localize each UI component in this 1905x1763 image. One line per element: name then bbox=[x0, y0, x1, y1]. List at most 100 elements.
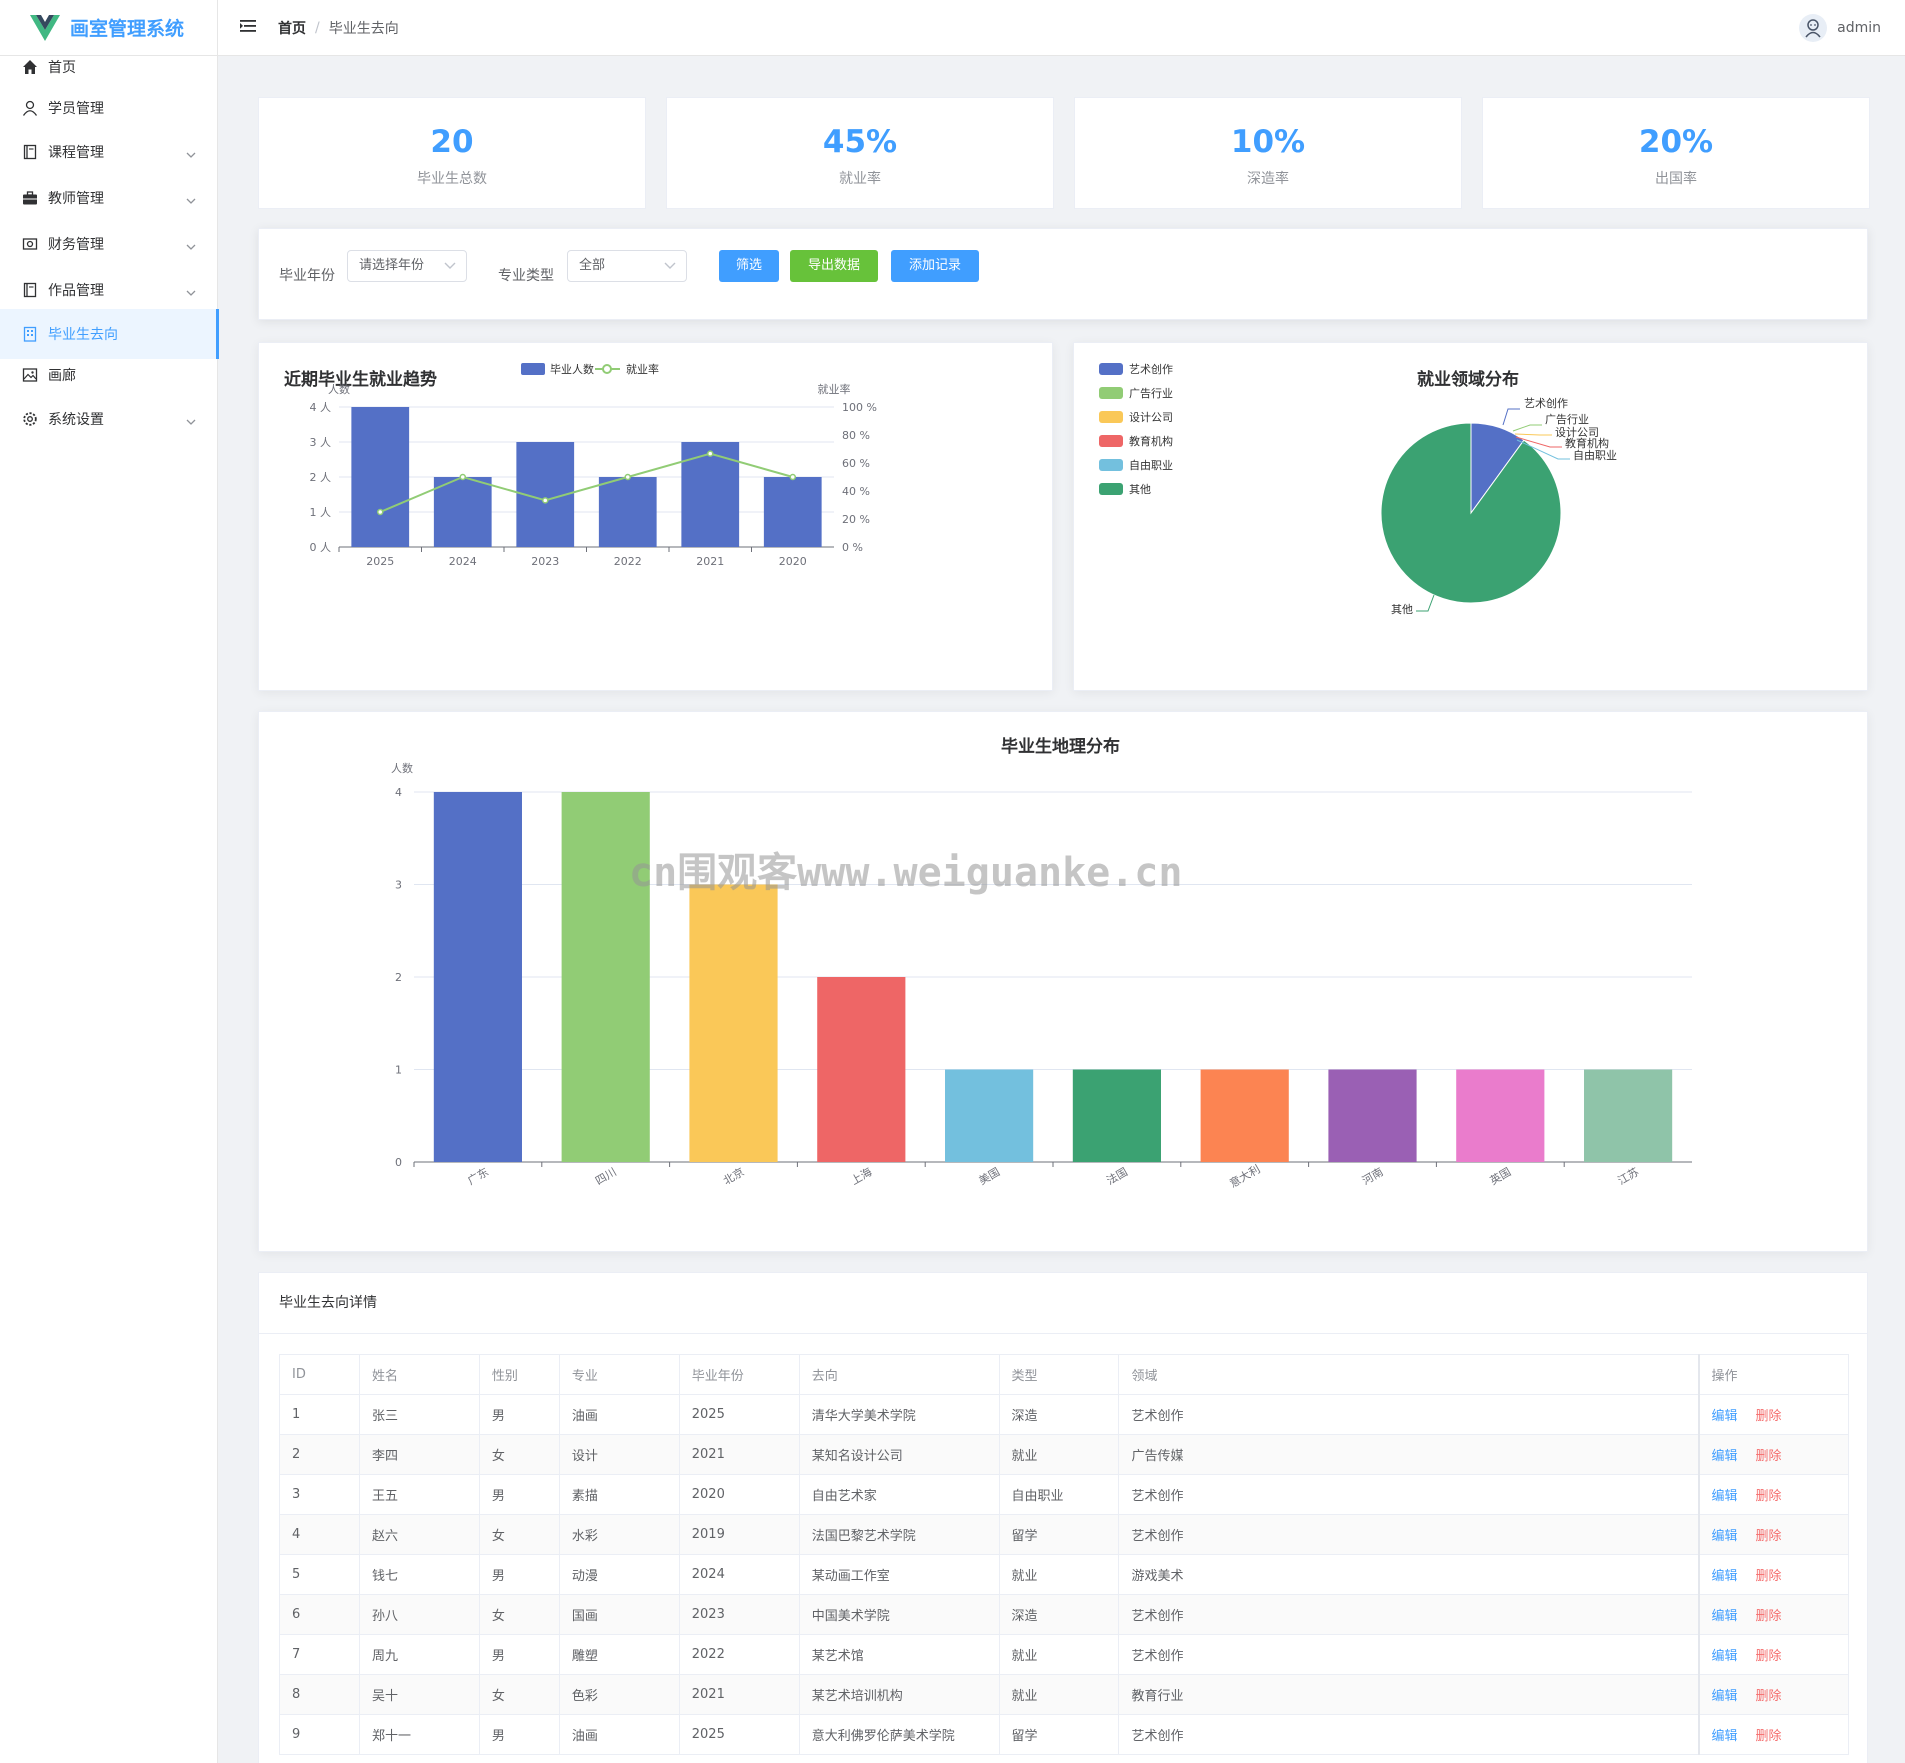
delete-button[interactable]: 删除 bbox=[1755, 1569, 1782, 1584]
y2-tick-label: 0 % bbox=[842, 541, 863, 554]
user-menu[interactable]: admin bbox=[1799, 14, 1881, 42]
sidebar-item-8[interactable]: 系统设置 bbox=[0, 394, 218, 444]
stat-value: 45% bbox=[822, 124, 898, 160]
edit-button[interactable]: 编辑 bbox=[1711, 1489, 1738, 1504]
rate-point bbox=[789, 473, 796, 481]
y-tick-label: 3 人 bbox=[310, 436, 332, 449]
sidebar-item-5[interactable]: 作品管理 bbox=[0, 265, 218, 315]
table-cell: 中国美术学院 bbox=[798, 1594, 1000, 1635]
actions-cell: 编辑 删除 bbox=[1697, 1554, 1849, 1595]
sidebar-item-6[interactable]: 毕业生去向 bbox=[0, 309, 219, 359]
table-row: 2 李四女设计 2021 某知名设计公司 就业 广告传媒 编辑 删除 bbox=[279, 1434, 1849, 1475]
delete-button[interactable]: 删除 bbox=[1755, 1609, 1782, 1624]
delete-button[interactable]: 删除 bbox=[1755, 1409, 1782, 1424]
x-tick-label: 2021 bbox=[696, 555, 724, 568]
legend-label: 广告行业 bbox=[1129, 387, 1173, 400]
slice-label: 自由职业 bbox=[1573, 448, 1617, 462]
chevron-down-icon bbox=[664, 262, 676, 269]
table-cell: 游戏美术 bbox=[1118, 1554, 1700, 1595]
trend-chart-title: 近期毕业生就业趋势 bbox=[284, 370, 437, 390]
delete-button[interactable]: 删除 bbox=[1755, 1489, 1782, 1504]
slice-label: 艺术创作 bbox=[1524, 397, 1568, 410]
sidebar-item-0[interactable]: 首页 bbox=[0, 42, 218, 92]
legend-label: 艺术创作 bbox=[1129, 363, 1173, 376]
legend-swatch bbox=[521, 363, 545, 375]
sidebar-item-3[interactable]: 教师管理 bbox=[0, 173, 218, 223]
table-body: 1 张三男油画 2025 清华大学美术学院 深造 艺术创作 编辑 删除 2 李四女设计 2021 某知… bbox=[279, 1394, 1849, 1755]
year-select[interactable]: 请选择年份 bbox=[347, 250, 467, 282]
table-cell: 深造 bbox=[998, 1394, 1120, 1435]
username[interactable]: admin bbox=[1837, 20, 1881, 36]
setting-icon bbox=[22, 411, 38, 427]
table-cell: 李四 bbox=[358, 1434, 480, 1475]
details-table-card: 毕业生去向详情 ID 姓名 性别 专业 毕业年份 去向 类型 领域 操作 1 张三男油画 2025 清… bbox=[258, 1272, 1868, 1763]
edit-button[interactable]: 编辑 bbox=[1711, 1649, 1738, 1664]
y-tick-label: 2 bbox=[395, 971, 402, 984]
breadcrumb-home[interactable]: 首页 bbox=[278, 20, 306, 37]
bar bbox=[561, 792, 650, 1162]
stat-card: 10% 深造率 bbox=[1074, 97, 1462, 209]
delete-button[interactable]: 删除 bbox=[1755, 1689, 1782, 1704]
rate-line bbox=[379, 452, 794, 513]
actions-cell: 编辑 删除 bbox=[1697, 1634, 1849, 1675]
x-tick-label: 四川 bbox=[593, 1165, 619, 1187]
rate-point bbox=[707, 450, 714, 457]
table-row: 3 王五男素描 2020 自由艺术家 自由职业 艺术创作 编辑 删除 bbox=[279, 1474, 1849, 1515]
filter-button[interactable]: 筛选 bbox=[719, 250, 779, 282]
slice-label: 其他 bbox=[1391, 603, 1413, 616]
table-cell: 女 bbox=[478, 1674, 560, 1715]
table-cell: 3 bbox=[279, 1474, 360, 1515]
leader-line bbox=[1516, 439, 1570, 460]
table-cell: 张三 bbox=[358, 1394, 480, 1435]
trend-chart: 0 人 1 人 2 人 3 人 4 人 0 % 20 % 40 % 60 % 80 % 100 % 人… bbox=[310, 362, 877, 568]
y2-axis-label: 就业率 bbox=[818, 382, 851, 396]
app-logo[interactable]: 画室管理系统 bbox=[0, 0, 217, 56]
sidebar-item-1[interactable]: 学员管理 bbox=[0, 83, 218, 133]
table-cell: 女 bbox=[478, 1514, 560, 1555]
edit-button[interactable]: 编辑 bbox=[1711, 1529, 1738, 1544]
edit-button[interactable]: 编辑 bbox=[1711, 1569, 1738, 1584]
table-row: 4 赵六女水彩 2019 法国巴黎艺术学院 留学 艺术创作 编辑 删除 bbox=[279, 1514, 1849, 1555]
edit-button[interactable]: 编辑 bbox=[1711, 1609, 1738, 1624]
bar bbox=[1584, 1069, 1673, 1162]
actions-cell: 编辑 删除 bbox=[1697, 1514, 1849, 1555]
sidebar-item-label: 作品管理 bbox=[48, 283, 104, 299]
delete-button[interactable]: 删除 bbox=[1755, 1729, 1782, 1744]
column-header: 姓名 bbox=[358, 1354, 480, 1395]
y-tick-label: 3 bbox=[395, 879, 402, 892]
collapse-menu-icon[interactable] bbox=[240, 19, 256, 37]
column-header: 专业 bbox=[558, 1354, 680, 1395]
table-cell: 2025 bbox=[678, 1714, 800, 1755]
table-cell: 某知名设计公司 bbox=[798, 1434, 1000, 1475]
major-select[interactable]: 全部 bbox=[567, 250, 687, 282]
edit-button[interactable]: 编辑 bbox=[1711, 1689, 1738, 1704]
table-cell: 周九 bbox=[358, 1634, 480, 1675]
table-cell: 艺术创作 bbox=[1118, 1394, 1700, 1435]
sidebar-item-4[interactable]: 财务管理 bbox=[0, 219, 218, 269]
x-tick-label: 2024 bbox=[449, 555, 477, 568]
column-header: 领域 bbox=[1118, 1354, 1700, 1395]
edit-button[interactable]: 编辑 bbox=[1711, 1449, 1738, 1464]
column-header: 毕业年份 bbox=[678, 1354, 800, 1395]
table-cell: 女 bbox=[478, 1434, 560, 1475]
legend-label: 毕业人数 bbox=[550, 363, 594, 376]
avatar[interactable] bbox=[1799, 14, 1828, 42]
table-row: 8 吴十女色彩 2021 某艺术培训机构 就业 教育行业 编辑 删除 bbox=[279, 1674, 1849, 1715]
table-cell: 5 bbox=[279, 1554, 360, 1595]
export-button[interactable]: 导出数据 bbox=[790, 250, 878, 282]
bar bbox=[681, 442, 740, 547]
x-tick-label: 河南 bbox=[1360, 1165, 1386, 1187]
delete-button[interactable]: 删除 bbox=[1755, 1449, 1782, 1464]
breadcrumb: 首页 / 毕业生去向 bbox=[278, 18, 399, 38]
delete-button[interactable]: 删除 bbox=[1755, 1649, 1782, 1664]
delete-button[interactable]: 删除 bbox=[1755, 1529, 1782, 1544]
sidebar-item-2[interactable]: 课程管理 bbox=[0, 127, 218, 177]
sidebar-item-7[interactable]: 画廊 bbox=[0, 350, 218, 400]
sidebar-item-label: 画廊 bbox=[48, 368, 76, 384]
picture-icon bbox=[22, 367, 38, 383]
edit-button[interactable]: 编辑 bbox=[1711, 1409, 1738, 1424]
x-tick-label: 上海 bbox=[848, 1164, 874, 1187]
edit-button[interactable]: 编辑 bbox=[1711, 1729, 1738, 1744]
add-record-button[interactable]: 添加记录 bbox=[891, 250, 979, 282]
office-building-icon bbox=[22, 326, 38, 342]
